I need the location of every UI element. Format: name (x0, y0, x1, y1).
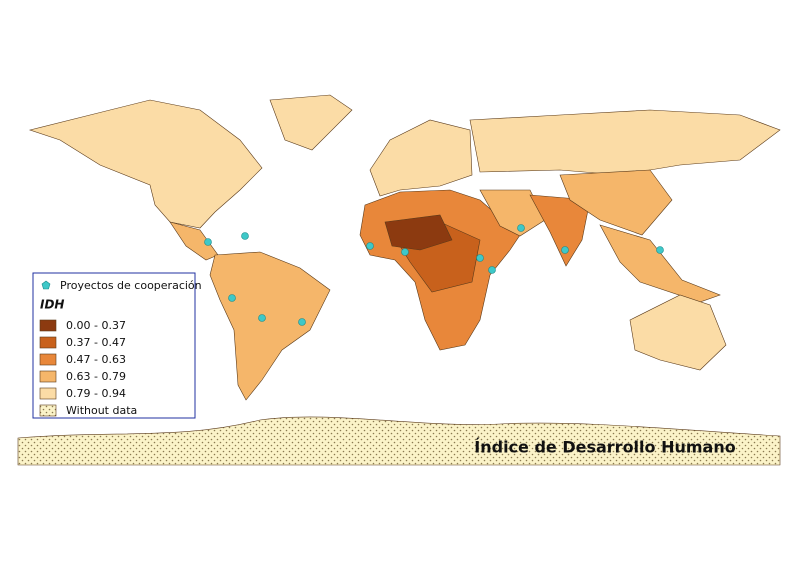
legend-swatch (39, 387, 57, 400)
project-point (258, 314, 266, 322)
legend-swatch (39, 404, 57, 417)
project-point (517, 224, 525, 232)
project-point (228, 294, 236, 302)
legend-swatch (39, 370, 57, 383)
legend-label: 0.63 - 0.79 (66, 370, 126, 383)
south-america (209, 251, 331, 401)
antarctica (17, 416, 781, 466)
legend-swatch (39, 353, 57, 366)
project-points (204, 224, 664, 326)
sahel (384, 214, 453, 251)
legend: Proyectos de cooperación IDH 0.00 - 0.37… (32, 272, 202, 419)
legend-label: 0.47 - 0.63 (66, 353, 126, 366)
project-point (366, 242, 374, 250)
project-point (476, 254, 484, 262)
russia (469, 109, 781, 176)
legend-points-label: Proyectos de cooperación (60, 279, 202, 292)
europe (369, 119, 473, 197)
middle-east (479, 189, 546, 237)
australia (629, 294, 727, 371)
legend-swatch (39, 319, 57, 332)
legend-swatch (39, 336, 57, 349)
project-point (656, 246, 664, 254)
legend-box (32, 272, 196, 419)
legend-label: 0.79 - 0.94 (66, 387, 126, 400)
map-title: Índice de Desarrollo Humano (474, 438, 735, 457)
project-point (204, 238, 212, 246)
legend-label: 0.37 - 0.47 (66, 336, 126, 349)
project-point (241, 232, 249, 240)
legend-point-symbol (41, 280, 51, 290)
greenland (269, 94, 353, 151)
legend-label: Without data (66, 404, 137, 417)
project-point (561, 246, 569, 254)
southeast-asia (599, 224, 721, 303)
project-point (401, 248, 409, 256)
north-america (28, 99, 263, 229)
central-america (169, 221, 219, 261)
project-point (298, 318, 306, 326)
legend-label: 0.00 - 0.37 (66, 319, 126, 332)
china (559, 169, 673, 236)
countries (17, 94, 781, 466)
project-point (488, 266, 496, 274)
legend-title: IDH (40, 298, 64, 312)
